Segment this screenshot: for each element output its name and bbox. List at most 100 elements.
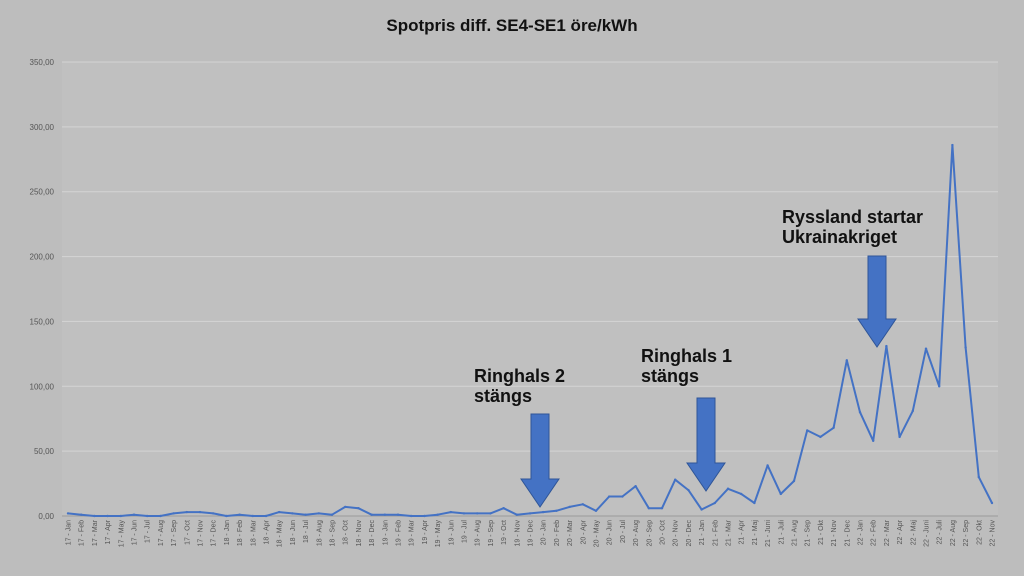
y-axis-ticks: 0,00 50,00 100,00 150,00 200,00 250,00 300,00 3… — [30, 58, 55, 521]
data-point — [687, 488, 690, 492]
data-point — [766, 464, 769, 467]
data-point — [977, 475, 980, 479]
x-tick-label: 18 - Mar — [250, 519, 257, 546]
plot-area — [62, 62, 998, 516]
data-point — [185, 510, 188, 514]
data-point — [740, 492, 743, 496]
y-tick-label: 0,00 — [38, 512, 54, 521]
data-point — [436, 513, 439, 516]
data-point — [700, 508, 703, 511]
data-point — [370, 513, 373, 516]
x-axis-ticks: 17 - Jan 17 - Feb 17 - Mar 17 - Apr 17 - May… — [66, 519, 997, 547]
x-tick-label: 18 - Jul — [303, 520, 310, 543]
x-tick-label: 17 - Jun — [132, 520, 139, 545]
data-point — [713, 501, 716, 505]
data-point — [410, 514, 413, 518]
x-tick-label: 22 - Okt — [976, 520, 983, 545]
data-point — [660, 507, 664, 510]
x-tick-label: 22 - Feb — [871, 520, 878, 546]
x-tick-label: 17 - Sep — [171, 520, 178, 547]
x-tick-label: 17 - Feb — [79, 520, 86, 546]
x-tick-label: 21 - Nov — [831, 520, 838, 547]
data-point — [476, 512, 479, 515]
x-tick-label: 21 - Juni — [765, 520, 772, 547]
x-tick-label: 21 - Juli — [778, 520, 785, 545]
data-point — [80, 513, 83, 516]
data-point — [753, 501, 756, 505]
data-point — [911, 409, 914, 413]
x-tick-label: 22 - Nov — [990, 520, 997, 547]
data-point — [146, 514, 149, 518]
data-point — [106, 514, 109, 518]
data-point — [898, 435, 901, 439]
annotation-arrow — [520, 413, 560, 508]
annotation-text: stängs — [474, 386, 532, 406]
x-tick-label: 21 - Maj — [752, 520, 759, 546]
x-tick-label: 18 - Apr — [264, 519, 271, 544]
x-tick-label: 17 - Jan — [66, 520, 73, 545]
data-point — [647, 507, 650, 510]
data-point — [515, 513, 518, 516]
data-point — [93, 514, 96, 518]
x-tick-label: 20 - Sep — [646, 520, 653, 547]
x-tick-label: 18 - Jun — [290, 520, 297, 545]
data-point — [845, 359, 848, 362]
x-tick-label: 17 - Dec — [211, 520, 218, 547]
x-tick-label: 20 - Jun — [607, 520, 614, 545]
x-tick-label: 19 - Oct — [501, 520, 508, 545]
data-point — [594, 509, 598, 513]
x-tick-label: 21 - Sep — [805, 520, 812, 547]
x-tick-label: 20 - Dec — [686, 520, 693, 547]
data-point — [278, 510, 281, 514]
y-tick-label: 300,00 — [30, 123, 55, 132]
x-tick-label: 22 - Apr — [897, 519, 904, 544]
data-point — [885, 344, 888, 348]
data-point — [119, 514, 123, 518]
x-tick-label: 21 - Apr — [739, 519, 746, 544]
data-point — [924, 347, 928, 350]
annotation-arrow — [857, 255, 897, 348]
x-tick-label: 20 - Nov — [673, 520, 680, 547]
x-tick-label: 21 - Feb — [712, 520, 719, 546]
data-point — [951, 143, 954, 147]
data-point — [172, 512, 175, 515]
y-tick-label: 200,00 — [30, 253, 55, 262]
data-point — [159, 514, 162, 518]
x-tick-label: 22 - Mar — [884, 519, 891, 546]
x-tick-label: 21 - Mar — [726, 519, 733, 546]
x-tick-label: 18 - Feb — [237, 520, 244, 546]
x-tick-label: 20 - Jan — [541, 520, 548, 545]
data-point — [502, 507, 505, 510]
x-tick-label: 19 - Jan — [382, 520, 389, 545]
x-tick-label: 18 - May — [277, 520, 284, 548]
data-point — [291, 512, 294, 515]
x-tick-label: 17 - Mar — [92, 519, 99, 546]
data-point — [806, 429, 809, 432]
data-point — [555, 509, 558, 513]
chart-title: Spotpris diff. SE4-SE1 öre/kWh — [386, 16, 637, 35]
x-tick-label: 18 - Nov — [356, 520, 363, 547]
y-tick-label: 350,00 — [30, 58, 55, 67]
x-tick-label: 19 - Dec — [528, 520, 535, 547]
data-point — [344, 505, 347, 509]
data-point — [198, 510, 202, 514]
x-tick-label: 22 - Sep — [963, 520, 970, 547]
data-point — [489, 512, 492, 515]
x-tick-label: 20 - Aug — [633, 520, 640, 546]
data-point — [674, 478, 677, 481]
data-point — [542, 510, 545, 514]
data-point — [264, 514, 268, 518]
x-tick-label: 20 - May — [594, 520, 601, 548]
x-tick-label: 22 - Juni — [924, 520, 931, 547]
x-tick-label: 20 - Oct — [660, 520, 667, 545]
x-tick-label: 18 - Sep — [330, 520, 337, 547]
y-tick-label: 250,00 — [30, 188, 55, 197]
data-point — [634, 484, 637, 488]
x-tick-label: 17 - Jul — [145, 520, 152, 543]
data-point — [581, 503, 584, 506]
data-point — [423, 514, 426, 518]
data-point — [964, 346, 967, 349]
